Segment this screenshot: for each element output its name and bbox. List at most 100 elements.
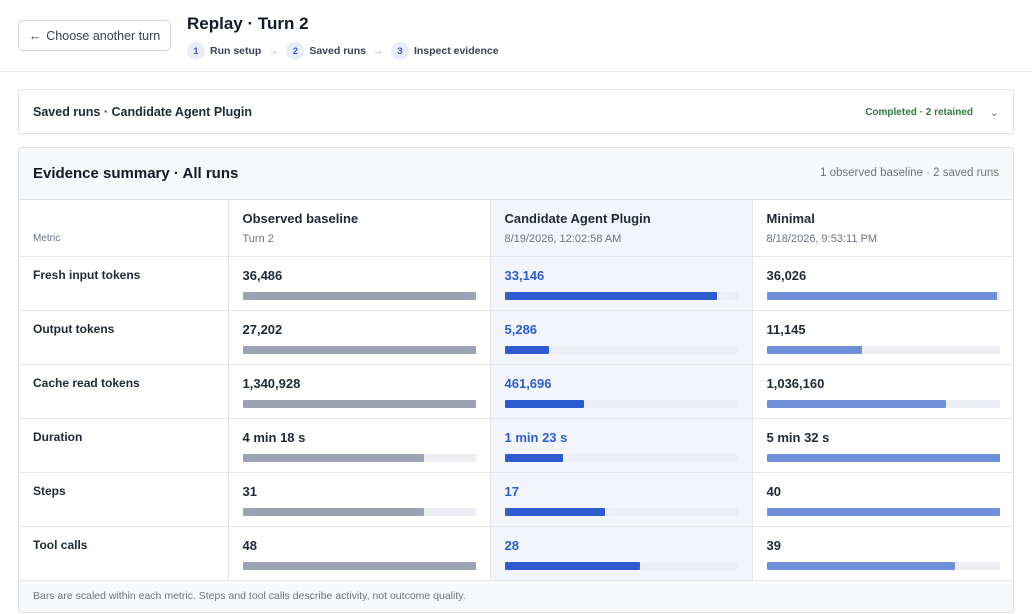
bar-fill bbox=[242, 453, 425, 462]
evidence-summary-panel: Evidence summary · All runs 1 observed b… bbox=[18, 147, 1014, 613]
metric-label: Fresh input tokens bbox=[19, 256, 229, 311]
bar-track bbox=[242, 291, 476, 300]
table-row: Cache read tokens 1,340,928 461,696 1,03… bbox=[19, 364, 1013, 419]
bar-track bbox=[766, 453, 1000, 462]
bar-track bbox=[766, 345, 1000, 354]
metric-cell-minimal: 36,026 bbox=[752, 256, 1013, 311]
bar-fill bbox=[504, 453, 563, 462]
step-3-number: 3 bbox=[390, 42, 409, 60]
metric-value: 39 bbox=[766, 537, 781, 553]
table-row: Fresh input tokens 36,486 33,146 36,026 bbox=[19, 256, 1013, 311]
arrow-right-icon: → bbox=[268, 45, 279, 57]
bar-fill bbox=[504, 345, 549, 354]
bar-fill bbox=[766, 507, 1000, 516]
column-subtitle: Turn 2 bbox=[242, 233, 274, 245]
bar-track bbox=[504, 291, 738, 300]
metric-value: 461,696 bbox=[504, 375, 552, 391]
column-subtitle: 8/18/2026, 9:53:11 PM bbox=[766, 233, 878, 245]
metric-value: 11,145 bbox=[766, 321, 806, 337]
metric-cell-minimal: 39 bbox=[752, 526, 1013, 581]
metric-label: Tool calls bbox=[19, 526, 229, 581]
page-title: Replay · Turn 2 bbox=[187, 14, 309, 33]
step-3-label[interactable]: Inspect evidence bbox=[413, 45, 499, 57]
bar-fill bbox=[504, 561, 640, 570]
bar-track bbox=[504, 453, 738, 462]
bar-fill bbox=[766, 345, 863, 354]
metric-cell-baseline: 1,340,928 bbox=[228, 364, 491, 419]
metric-value: 1 min 23 s bbox=[504, 429, 568, 445]
step-indicator: 1 Run setup → 2 Saved runs → 3 Inspect e… bbox=[187, 42, 499, 60]
bar-track bbox=[766, 399, 1000, 408]
bar-fill bbox=[766, 291, 998, 300]
bar-fill bbox=[504, 507, 605, 516]
back-button-label: Choose another turn bbox=[46, 28, 161, 43]
metric-value: 17 bbox=[504, 483, 519, 499]
bar-fill bbox=[242, 507, 425, 516]
bar-fill bbox=[766, 399, 946, 408]
metric-cell-baseline: 31 bbox=[228, 472, 491, 527]
step-1-number: 1 bbox=[187, 42, 205, 60]
metric-column-header: Metric bbox=[19, 200, 229, 257]
metric-cell-minimal: 1,036,160 bbox=[752, 364, 1013, 419]
metric-value: 48 bbox=[242, 537, 257, 553]
footnote: Bars are scaled within each metric. Step… bbox=[33, 590, 466, 602]
saved-runs-panel[interactable]: Saved runs · Candidate Agent Plugin Comp… bbox=[18, 89, 1014, 134]
metric-value: 5,286 bbox=[504, 321, 538, 337]
bar-track bbox=[242, 399, 476, 408]
saved-runs-status: Completed · 2 retained bbox=[865, 107, 973, 118]
choose-another-turn-button[interactable]: ← Choose another turn bbox=[18, 20, 171, 51]
metric-value: 40 bbox=[766, 483, 781, 499]
metric-value: 28 bbox=[504, 537, 519, 553]
bar-fill bbox=[242, 561, 476, 570]
bar-track bbox=[504, 399, 738, 408]
metric-cell-candidate: 5,286 bbox=[490, 310, 753, 365]
bar-fill bbox=[242, 345, 476, 354]
metric-cell-baseline: 36,486 bbox=[228, 256, 491, 311]
column-header-candidate-agent-plugin: Candidate Agent Plugin 8/19/2026, 12:02:… bbox=[490, 200, 753, 257]
bar-track bbox=[766, 561, 1000, 570]
step-1-label[interactable]: Run setup bbox=[210, 45, 262, 57]
column-header-observed-baseline: Observed baseline Turn 2 bbox=[228, 200, 491, 257]
metric-value: 33,146 bbox=[504, 267, 545, 283]
table-row: Steps 31 17 40 bbox=[19, 472, 1013, 527]
metric-cell-minimal: 11,145 bbox=[752, 310, 1013, 365]
metric-cell-minimal: 5 min 32 s bbox=[752, 418, 1013, 473]
bar-track bbox=[766, 507, 1000, 516]
arrow-right-icon: → bbox=[372, 45, 383, 57]
metric-cell-candidate: 461,696 bbox=[490, 364, 753, 419]
metric-value: 31 bbox=[242, 483, 257, 499]
bar-track bbox=[504, 561, 738, 570]
metric-value: 4 min 18 s bbox=[242, 429, 306, 445]
table-header-row: Metric Observed baseline Turn 2 Candidat… bbox=[19, 200, 1013, 257]
bar-fill bbox=[504, 291, 717, 300]
metric-value: 5 min 32 s bbox=[766, 429, 830, 445]
evidence-table: Metric Observed baseline Turn 2 Candidat… bbox=[19, 200, 1013, 581]
evidence-meta: 1 observed baseline · 2 saved runs bbox=[820, 167, 999, 179]
metric-cell-baseline: 4 min 18 s bbox=[228, 418, 491, 473]
top-bar: ← Choose another turn Replay · Turn 2 1 … bbox=[0, 0, 1032, 72]
metric-cell-candidate: 1 min 23 s bbox=[490, 418, 753, 473]
metric-value: 27,202 bbox=[242, 321, 283, 337]
arrow-left-icon: ← bbox=[28, 28, 42, 43]
bar-track bbox=[504, 507, 738, 516]
metric-cell-candidate: 28 bbox=[490, 526, 753, 581]
metric-cell-baseline: 27,202 bbox=[228, 310, 491, 365]
step-2-label[interactable]: Saved runs bbox=[309, 45, 366, 57]
column-name: Candidate Agent Plugin bbox=[504, 211, 651, 226]
metric-value: 1,036,160 bbox=[766, 375, 825, 391]
metric-label: Cache read tokens bbox=[19, 364, 229, 419]
evidence-title: Evidence summary · All runs bbox=[33, 165, 239, 182]
column-subtitle: 8/19/2026, 12:02:58 AM bbox=[504, 233, 622, 245]
step-2-number: 2 bbox=[286, 42, 305, 60]
bar-fill bbox=[766, 561, 956, 570]
bar-track bbox=[504, 345, 738, 354]
bar-fill bbox=[242, 399, 476, 408]
table-row: Duration 4 min 18 s 1 min 23 s 5 min 32 … bbox=[19, 418, 1013, 473]
table-row: Tool calls 48 28 39 bbox=[19, 526, 1013, 581]
bar-fill bbox=[504, 399, 584, 408]
bar-track bbox=[242, 345, 476, 354]
metric-label: Output tokens bbox=[19, 310, 229, 365]
chevron-down-icon[interactable]: ⌄ bbox=[989, 107, 999, 119]
metric-cell-baseline: 48 bbox=[228, 526, 491, 581]
metric-value: 1,340,928 bbox=[242, 375, 301, 391]
